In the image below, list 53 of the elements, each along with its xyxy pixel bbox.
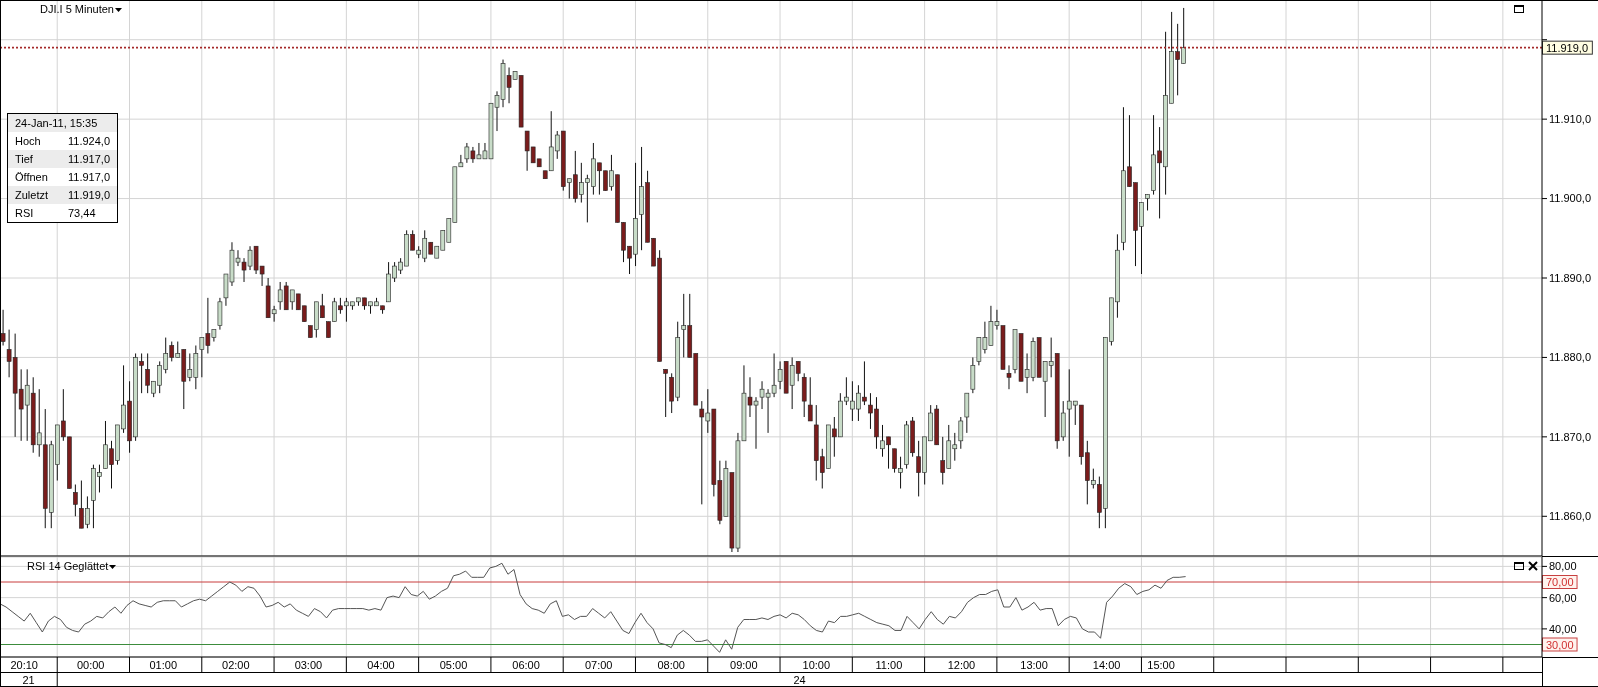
x-tick-label: 07:00 [584,658,613,671]
y-tick-label: 11.870,0 [1549,430,1592,443]
annotation: Hoch [15,134,41,149]
x-tick-label: 10:00 [802,658,831,671]
candlestick [801,372,807,418]
x-tick-label: 12:00 [947,658,976,671]
y-tick-label: 60,00 [1549,591,1577,604]
annotation: 11.917,0 [68,170,111,185]
candlestick [964,392,970,434]
candlestick [663,368,668,418]
chart-title: DJI.I 5 Minuten [40,3,114,16]
x-tick-label: 13:00 [1020,658,1048,671]
annotation: 11.924,0 [68,134,111,149]
line-series [0,562,1186,653]
annotation: 24-Jan-11, 15:35 [15,116,98,131]
x-tick-label: 06:00 [512,658,540,671]
ref-line-label: 30,00 [1546,638,1574,651]
annotation: 11.917,0 [68,152,111,167]
candlestick [0,309,6,347]
candlestick [73,484,78,517]
ref-line-label: 70,00 [1546,576,1574,588]
annotation: 73,44 [68,206,96,221]
y-tick-label: 80,00 [1549,560,1577,573]
y-tick-label: 11.910,0 [1549,113,1592,126]
x-tick-label: 20:10 [10,658,38,671]
y-tick-label: 11.900,0 [1549,192,1592,205]
x-tick-label: 01:00 [149,658,178,671]
annotation: Tief [15,152,33,167]
x-tick-label: 14:00 [1092,658,1121,671]
x-tick-label: 03:00 [294,658,323,671]
annotation: Öffnen [15,170,48,185]
y-tick-label: 11.860,0 [1549,510,1592,523]
chart-title: RSI 14 Geglättet [27,560,109,573]
x-tick-label: 11:00 [875,658,903,671]
x-tick-label: 15:00 [1147,658,1175,671]
x-tick-label: 08:00 [657,658,685,671]
y-tick-label: 11.890,0 [1549,271,1592,284]
x-tick-label: 04:00 [367,658,395,671]
candlestick [807,376,813,422]
x-tick-label: 05:00 [439,658,468,671]
ref-line-label: 11.919,0 [1546,41,1589,54]
candlestick [1006,364,1012,390]
annotation: RSI [15,206,34,221]
y-tick-label: 40,00 [1549,622,1577,635]
candlestick [217,297,223,331]
y-tick-label: 11.880,0 [1549,351,1592,364]
x-tick-label: 00:00 [76,658,105,671]
annotation: Zuletzt [15,188,49,203]
text: 21 [22,674,35,686]
x-tick-label: 02:00 [222,658,250,671]
x-tick-label: 09:00 [730,658,758,671]
text: 24 [793,674,806,686]
annotation: 11.919,0 [68,188,111,203]
